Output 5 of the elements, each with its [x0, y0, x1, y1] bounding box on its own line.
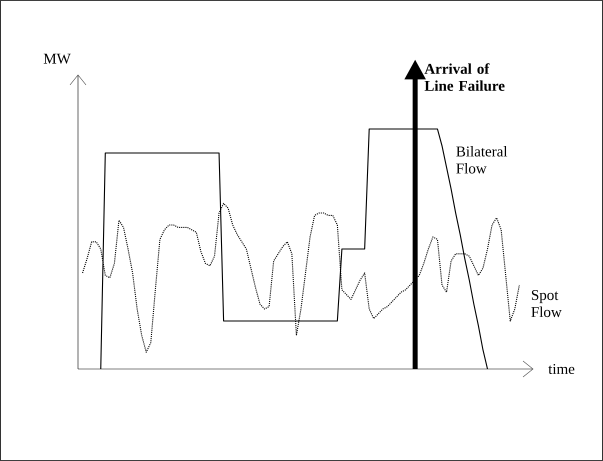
series-label: Bilateral Flow — [456, 146, 508, 174]
x-axis-title: time — [548, 364, 574, 374]
y-axis-title: MW — [44, 54, 71, 64]
text: Arrival of Line Failure — [424, 63, 505, 91]
series-label: Spot Flow — [531, 290, 562, 318]
